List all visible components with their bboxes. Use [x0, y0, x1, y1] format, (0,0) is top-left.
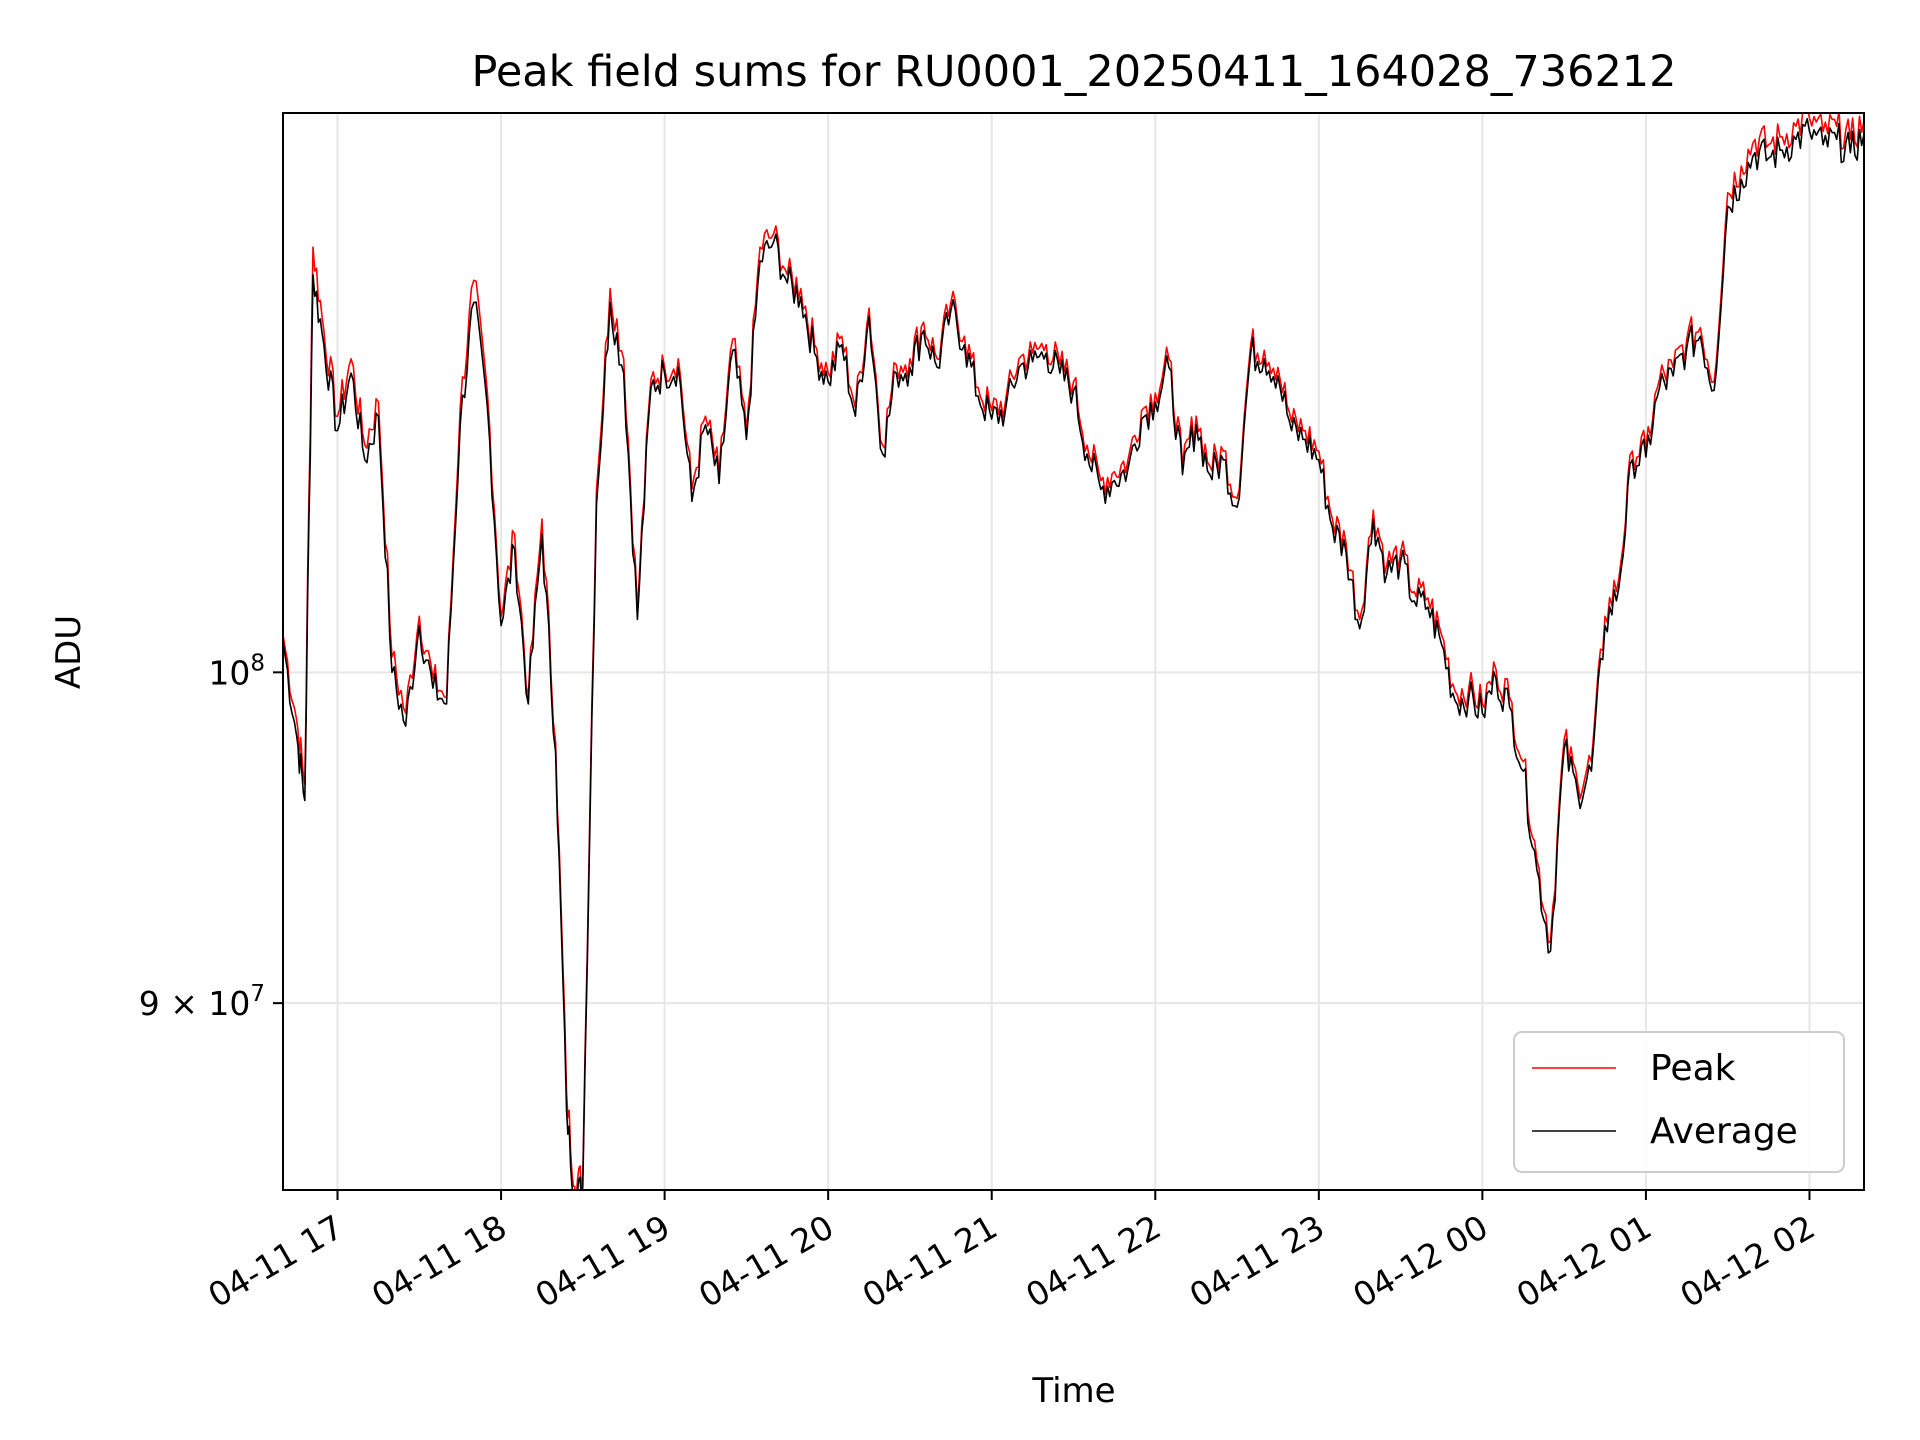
- y-axis-label: ADU: [49, 615, 89, 689]
- y-tick-label: 9 × 107: [139, 981, 265, 1023]
- x-axis-label: Time: [1031, 1371, 1115, 1411]
- legend-label-average: Average: [1650, 1111, 1798, 1152]
- chart-title: Peak field sums for RU0001_20250411_1640…: [471, 47, 1676, 97]
- legend-box: [1513, 1031, 1845, 1173]
- legend: Peak Average: [1513, 1031, 1845, 1173]
- plot-area: [283, 113, 1864, 1190]
- series-line-average: [283, 118, 1864, 1190]
- y-axis-ticks: 9 × 107 108: [139, 650, 283, 1023]
- grid-lines: [283, 113, 1864, 1190]
- legend-label-peak: Peak: [1650, 1048, 1736, 1089]
- y-tick-label: 108: [208, 650, 265, 692]
- plot-frame: [282, 112, 1865, 1191]
